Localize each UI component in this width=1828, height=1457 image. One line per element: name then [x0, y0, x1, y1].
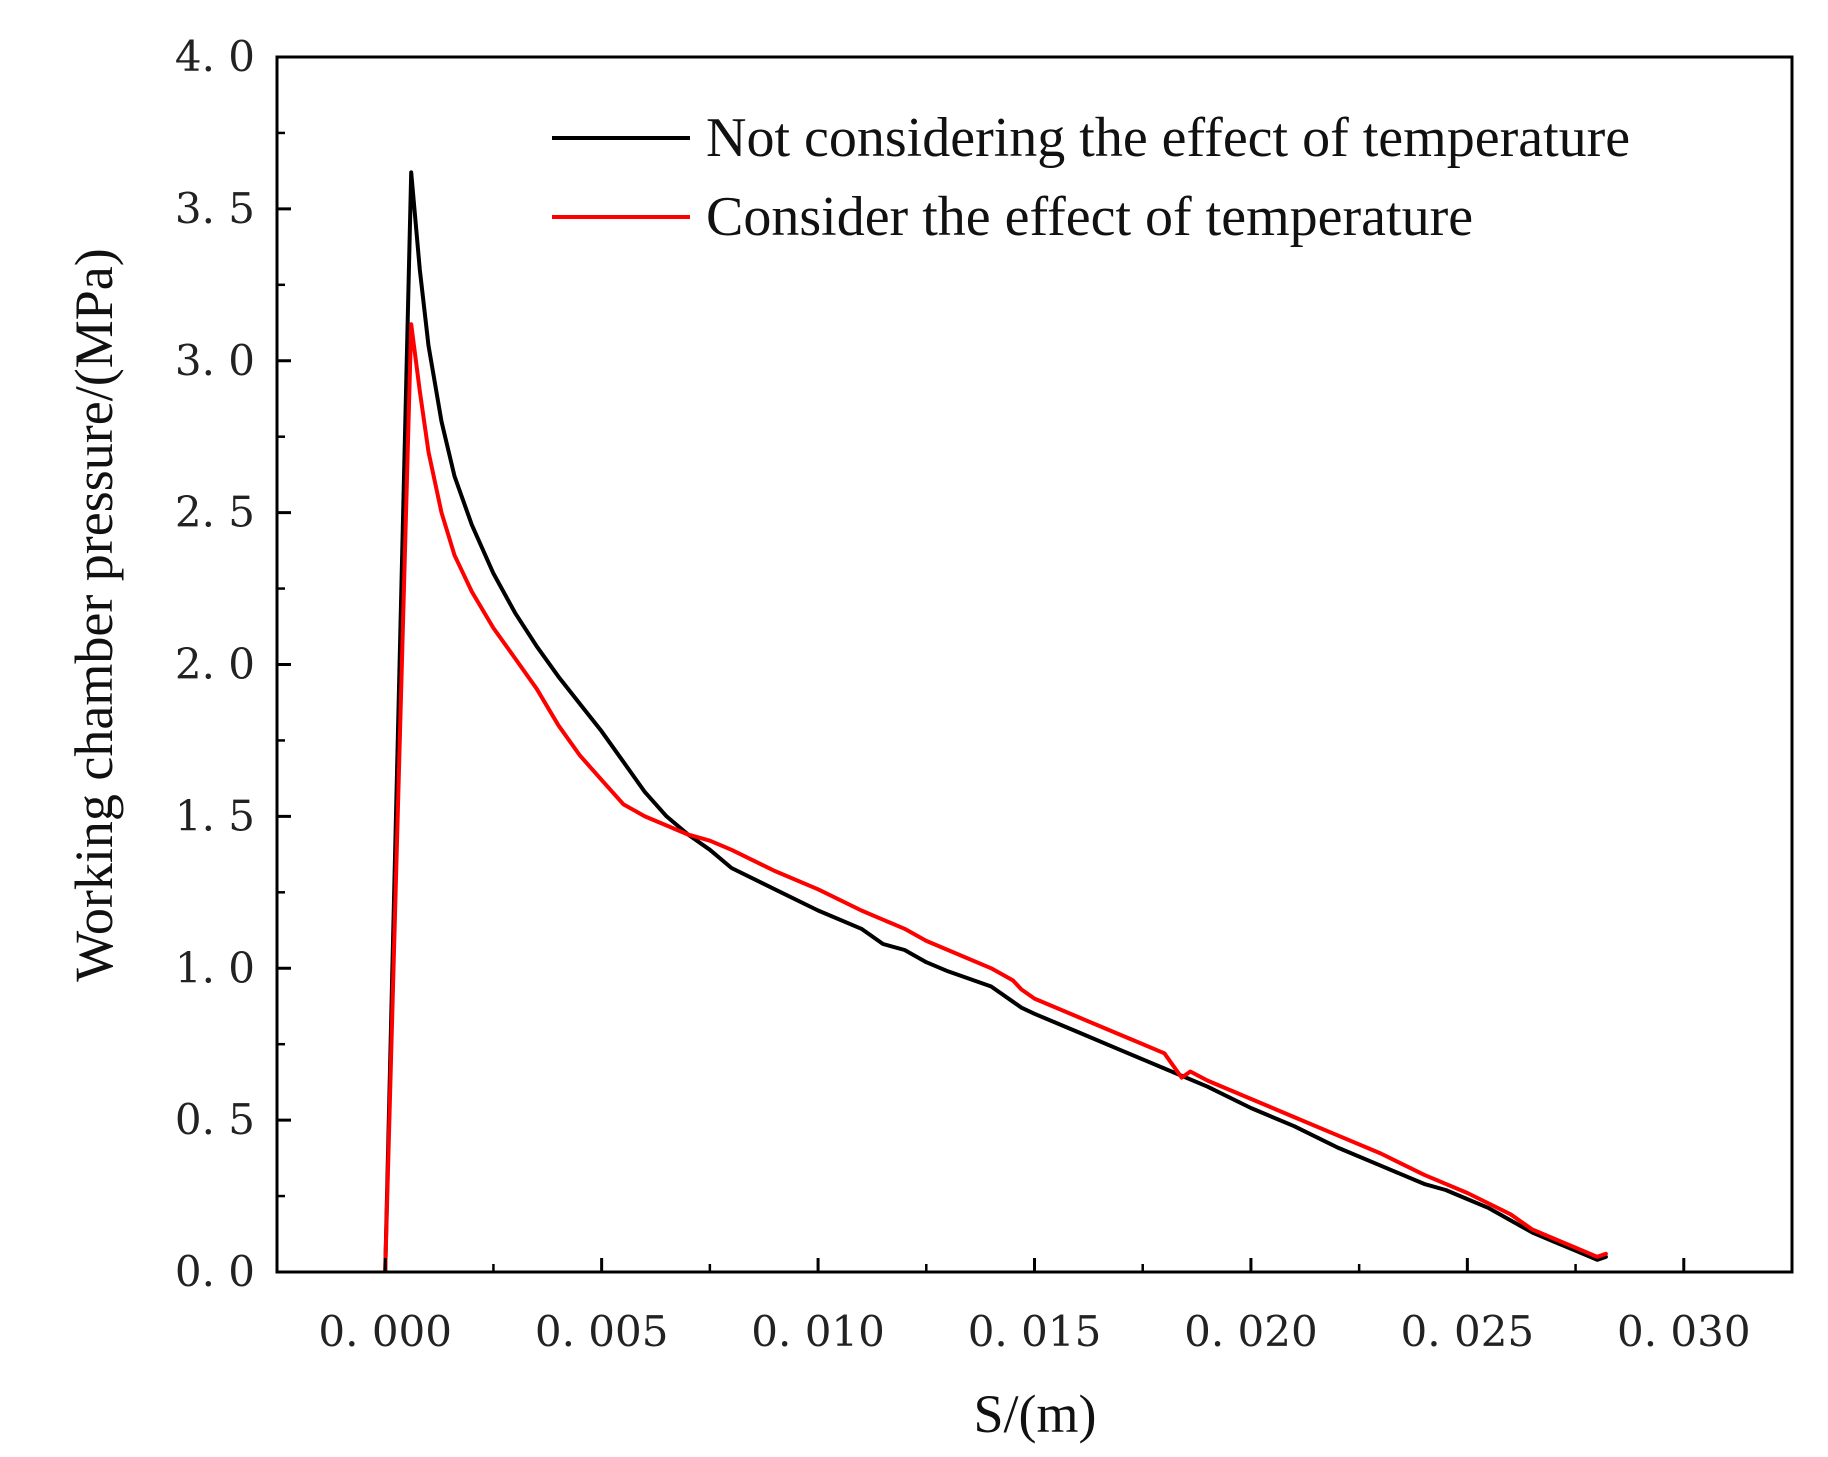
x-tick-label: 0. 025 [1401, 1307, 1535, 1356]
y-tick-label: 2. 5 [175, 488, 255, 537]
y-axis-title: Working chamber pressure/(MPa) [64, 248, 124, 981]
x-axis: 0. 000 0. 005 0. 010 0. 015 0. 020 0. 025 0. 0… [318, 1258, 1751, 1356]
y-tick-label: 1. 0 [175, 943, 255, 992]
y-tick-label: 3. 0 [175, 336, 255, 385]
legend-label-1: Not considering the effect of temperatur… [706, 107, 1630, 169]
x-tick-label: 0. 000 [318, 1307, 452, 1356]
series-line-1 [383, 170, 1608, 1272]
y-tick-label: 4. 0 [175, 32, 255, 81]
x-tick-label: 0. 010 [751, 1307, 885, 1356]
x-axis-title: S/(m) [973, 1384, 1096, 1444]
y-tick-label: 1. 5 [175, 791, 255, 840]
series-line-2 [383, 322, 1608, 1272]
x-tick-label: 0. 015 [968, 1307, 1102, 1356]
legend: Not considering the effect of temperatur… [552, 107, 1630, 248]
x-tick-label: 0. 030 [1617, 1307, 1751, 1356]
y-tick-label: 2. 0 [175, 640, 255, 689]
x-tick-label: 0. 020 [1184, 1307, 1318, 1356]
legend-label-2: Consider the effect of temperature [706, 186, 1473, 248]
y-tick-label: 0. 5 [175, 1095, 255, 1144]
x-tick-label: 0. 005 [535, 1307, 669, 1356]
y-tick-label: 3. 5 [175, 184, 255, 233]
y-tick-label: 0. 0 [175, 1247, 255, 1296]
y-axis: 0. 0 0. 5 1. 0 1. 5 2. 0 2. 5 3. 0 3. 5 4. 0 [175, 32, 291, 1296]
